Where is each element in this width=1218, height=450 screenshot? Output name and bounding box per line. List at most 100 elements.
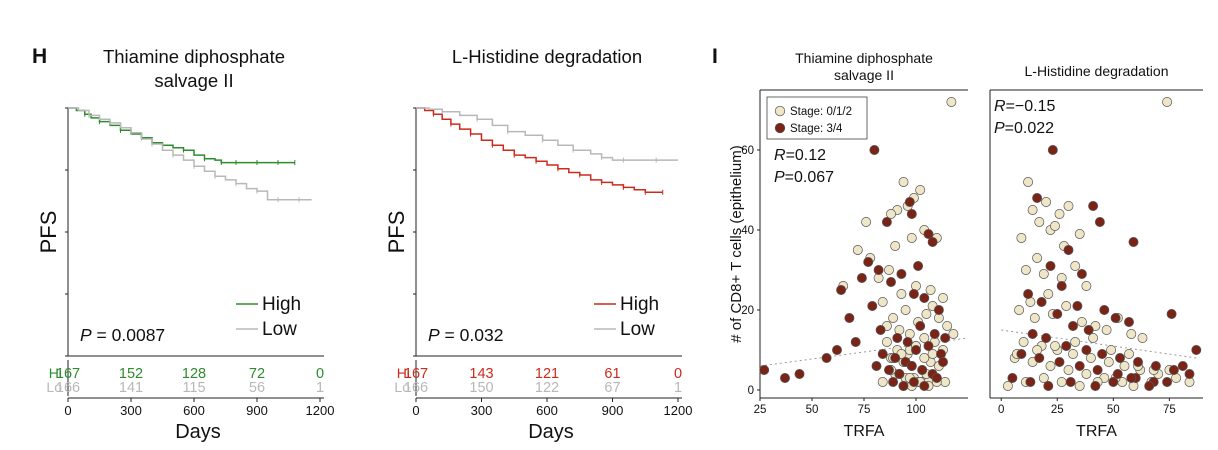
scatter-point-stage-low: [919, 353, 930, 363]
scatter-point-stage-low: [919, 333, 930, 343]
scatter-point-stage-high: [1110, 313, 1121, 323]
scatter-point-stage-low: [948, 329, 959, 339]
scatter-point-stage-high: [867, 301, 878, 311]
km-risk-value: 121: [535, 366, 559, 382]
km-curve-high: [416, 107, 663, 194]
scatter-y-tick-label: 60: [741, 145, 754, 157]
scatter-point-stage-low: [1018, 337, 1029, 347]
scatter-point-stage-high: [886, 277, 896, 287]
scatter-point-stage-low: [881, 337, 892, 347]
scatter-point-stage-high: [906, 209, 917, 219]
km-risk-value: 122: [535, 380, 559, 396]
km-x-tick-label: 300: [471, 403, 493, 418]
scatter-point-stage-high: [898, 381, 909, 391]
km-plot-histidine: L-Histidine degradation PFS P = 0.032 High L…: [384, 46, 692, 443]
km-x-tick-label: 0: [64, 403, 71, 418]
scatter-point-stage-high: [836, 285, 847, 295]
km-x-tick-label: 1200: [306, 403, 335, 418]
km-x-tick-label: 900: [602, 403, 624, 418]
km-risk-value: 61: [604, 366, 620, 382]
km-legend-label: High: [262, 294, 301, 315]
scatter-point-stage-high: [1016, 349, 1027, 359]
km-p-value: P = 0.0087: [80, 325, 165, 345]
scatter-strip-label: Thiamine diphosphate: [795, 50, 933, 66]
scatter-point-stage-low: [1085, 353, 1096, 363]
scatter-point-stage-high: [1032, 193, 1043, 203]
scatter-point-stage-high: [794, 369, 805, 379]
scatter-point-stage-high: [1063, 245, 1074, 255]
scatter-point-stage-high: [856, 273, 867, 283]
scatter-x-tick-label: 50: [806, 404, 819, 416]
scatter-point-stage-high: [1191, 345, 1202, 355]
scatter-point-stage-low: [1162, 97, 1173, 107]
km-risk-value: 143: [469, 366, 493, 382]
scatter-point-stage-high: [1126, 373, 1137, 383]
scatter-point-stage-high: [940, 333, 951, 343]
km-risk-value: 1: [674, 380, 682, 396]
scatter-point-stage-low: [1063, 201, 1074, 211]
km-legend-label: Low: [620, 319, 655, 340]
scatter-point-stage-low: [1050, 341, 1060, 351]
scatter-point-stage-high: [1052, 309, 1063, 319]
scatter-x-tick-label: 50: [1107, 404, 1120, 416]
scatter-stat-line-part: =0.067: [785, 169, 834, 186]
scatter-stat-line: R=−0.15: [994, 98, 1055, 115]
km-title-line: salvage II: [154, 70, 233, 91]
scatter-point-stage-high: [821, 353, 832, 363]
scatter-point-stage-high: [1061, 341, 1072, 351]
scatter-point-stage-low: [852, 245, 863, 255]
km-legend-label: High: [620, 294, 659, 315]
km-title-line: Thiamine diphosphate: [103, 46, 285, 67]
km-risk-value: 166: [404, 380, 428, 396]
km-risk-value: 152: [119, 366, 143, 382]
scatter-point-stage-high: [1150, 361, 1161, 371]
scatter-x-label: TRFA: [1076, 423, 1117, 440]
scatter-stat-line-part: R: [774, 147, 786, 164]
scatter-point-stage-high: [904, 197, 915, 207]
scatter-point-stage-high: [1025, 377, 1036, 387]
scatter-point-stage-low: [906, 233, 917, 243]
scatter-strip-label: L-Histidine degradation: [1025, 63, 1169, 79]
scatter-point-stage-high: [923, 229, 934, 239]
km-risk-value: 166: [56, 380, 80, 396]
scatter-stat-line: P=0.067: [774, 169, 834, 186]
scatter-point-stage-high: [1124, 317, 1134, 327]
scatter-point-stage-low: [1002, 381, 1013, 391]
scatter-point-stage-high: [881, 217, 892, 227]
scatter-point-stage-high: [919, 381, 930, 391]
km-p-value-part: = 0.0087: [92, 325, 165, 345]
scatter-point-stage-high: [1081, 345, 1092, 355]
scatter-stat-line-part: =0.022: [1005, 120, 1054, 137]
scatter-point-stage-high: [780, 373, 790, 383]
km-risk-value: 115: [182, 380, 205, 396]
scatter-legend-swatch: [774, 105, 786, 117]
scatter-x-label: TRFA: [844, 423, 885, 440]
scatter-point-stage-high: [888, 377, 899, 387]
scatter-plot-trfa: 0 20 40 60# of CD8+ T cells (epithelium) Thi…: [728, 50, 1203, 440]
scatter-x-tick-label: 75: [1163, 404, 1176, 416]
scatter-point-stage-low: [938, 293, 948, 303]
scatter-point-stage-high: [1041, 333, 1052, 343]
scatter-point-stage-high: [1097, 349, 1108, 359]
scatter-y-label: # of CD8+ T cells (epithelium): [728, 145, 745, 342]
scatter-point-stage-high: [1144, 381, 1155, 391]
scatter-x-tick-label: 25: [1051, 404, 1064, 416]
scatter-point-stage-high: [896, 269, 907, 279]
scatter-stat-line-part: R: [994, 98, 1006, 115]
scatter-point-stage-high: [1166, 309, 1177, 319]
scatter-point-stage-low: [1038, 373, 1049, 383]
scatter-point-stage-low: [1081, 369, 1092, 379]
scatter-y-tick-label: 40: [741, 225, 754, 237]
scatter-point-stage-low: [1038, 269, 1049, 279]
scatter-stat-line-part: =−0.15: [1006, 98, 1056, 115]
scatter-point-stage-low: [1014, 305, 1025, 315]
scatter-point-stage-high: [894, 369, 905, 379]
scatter-point-stage-low: [942, 321, 953, 331]
scatter-point-stage-high: [759, 365, 770, 375]
km-risk-value: 0: [674, 366, 682, 382]
scatter-point-stage-low: [877, 297, 888, 307]
km-risk-value: 67: [604, 380, 620, 396]
scatter-legend-box: [766, 96, 868, 140]
km-risk-value: 150: [469, 380, 493, 396]
scatter-point-stage-low: [1016, 233, 1027, 243]
